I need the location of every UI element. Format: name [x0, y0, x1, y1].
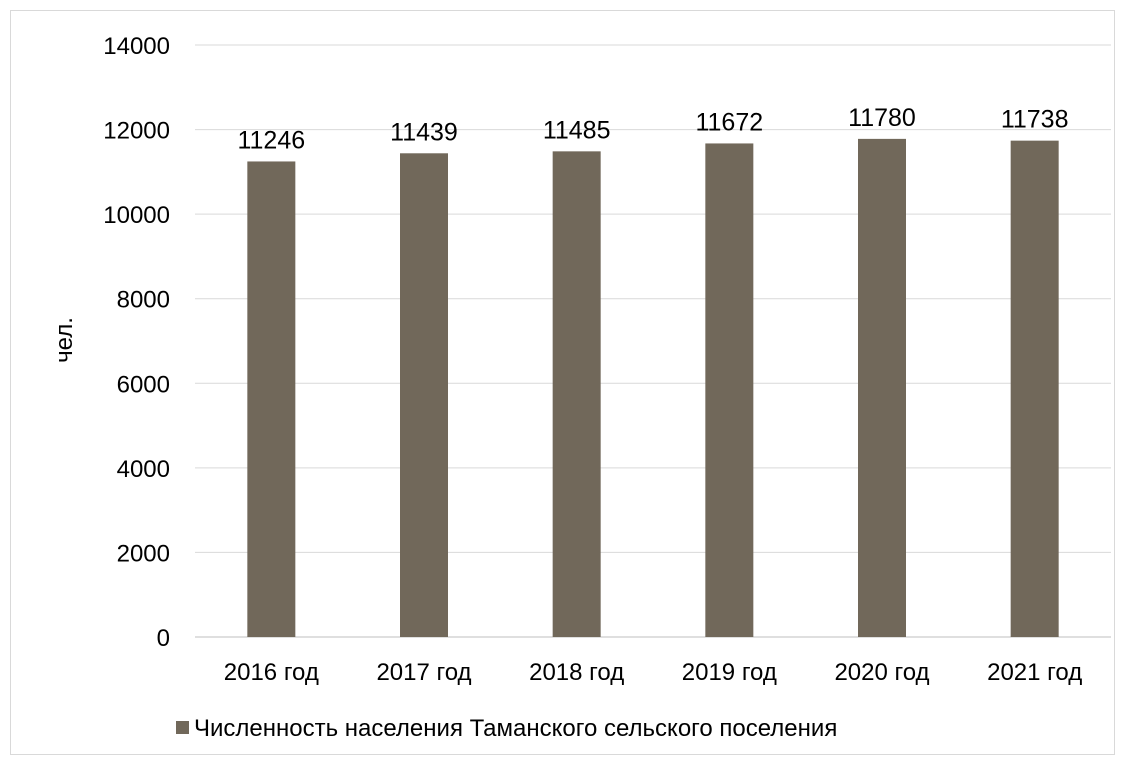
x-tick-label: 2016 год — [224, 659, 319, 686]
legend-swatch — [176, 721, 189, 734]
data-label: 11439 — [390, 118, 458, 146]
bar — [400, 153, 448, 638]
data-label: 11672 — [695, 108, 763, 136]
bar — [705, 143, 754, 637]
gridlines — [195, 44, 1111, 638]
y-tick-label: 14000 — [103, 33, 170, 60]
x-axis-ticks: 2016 год 2017 год 2018 год 2019 год 2020 год… — [224, 659, 1082, 686]
bar — [552, 151, 601, 637]
data-label: 11485 — [543, 116, 611, 144]
x-tick-label: 2021 год — [987, 659, 1082, 686]
y-tick-label: 10000 — [103, 202, 170, 229]
y-axis-title: чел. — [51, 317, 78, 363]
data-label: 11738 — [1001, 106, 1069, 134]
x-tick-label: 2018 год — [529, 659, 624, 686]
y-tick-label: 4000 — [117, 456, 170, 483]
data-label: 11780 — [848, 104, 916, 132]
y-tick-label: 12000 — [103, 118, 170, 145]
bar — [1010, 140, 1059, 638]
legend-label: Численность населения Таманского сельско… — [194, 715, 837, 742]
bars — [247, 138, 1059, 638]
y-tick-label: 6000 — [117, 371, 170, 398]
data-labels: 11246 11439 11485 11672 11780 11738 — [237, 104, 1068, 155]
legend: Численность населения Таманского сельско… — [176, 715, 837, 742]
bar — [858, 138, 906, 638]
y-tick-label: 2000 — [117, 540, 170, 567]
x-tick-label: 2020 год — [834, 659, 929, 686]
x-tick-label: 2017 год — [376, 659, 471, 686]
x-tick-label: 2019 год — [682, 659, 777, 686]
data-label: 11246 — [237, 126, 305, 154]
y-tick-label: 8000 — [117, 287, 170, 314]
y-tick-label: 0 — [157, 625, 170, 652]
y-axis-ticks: 0 2000 4000 6000 8000 10000 12000 14000 — [103, 33, 170, 652]
bar — [247, 161, 296, 637]
